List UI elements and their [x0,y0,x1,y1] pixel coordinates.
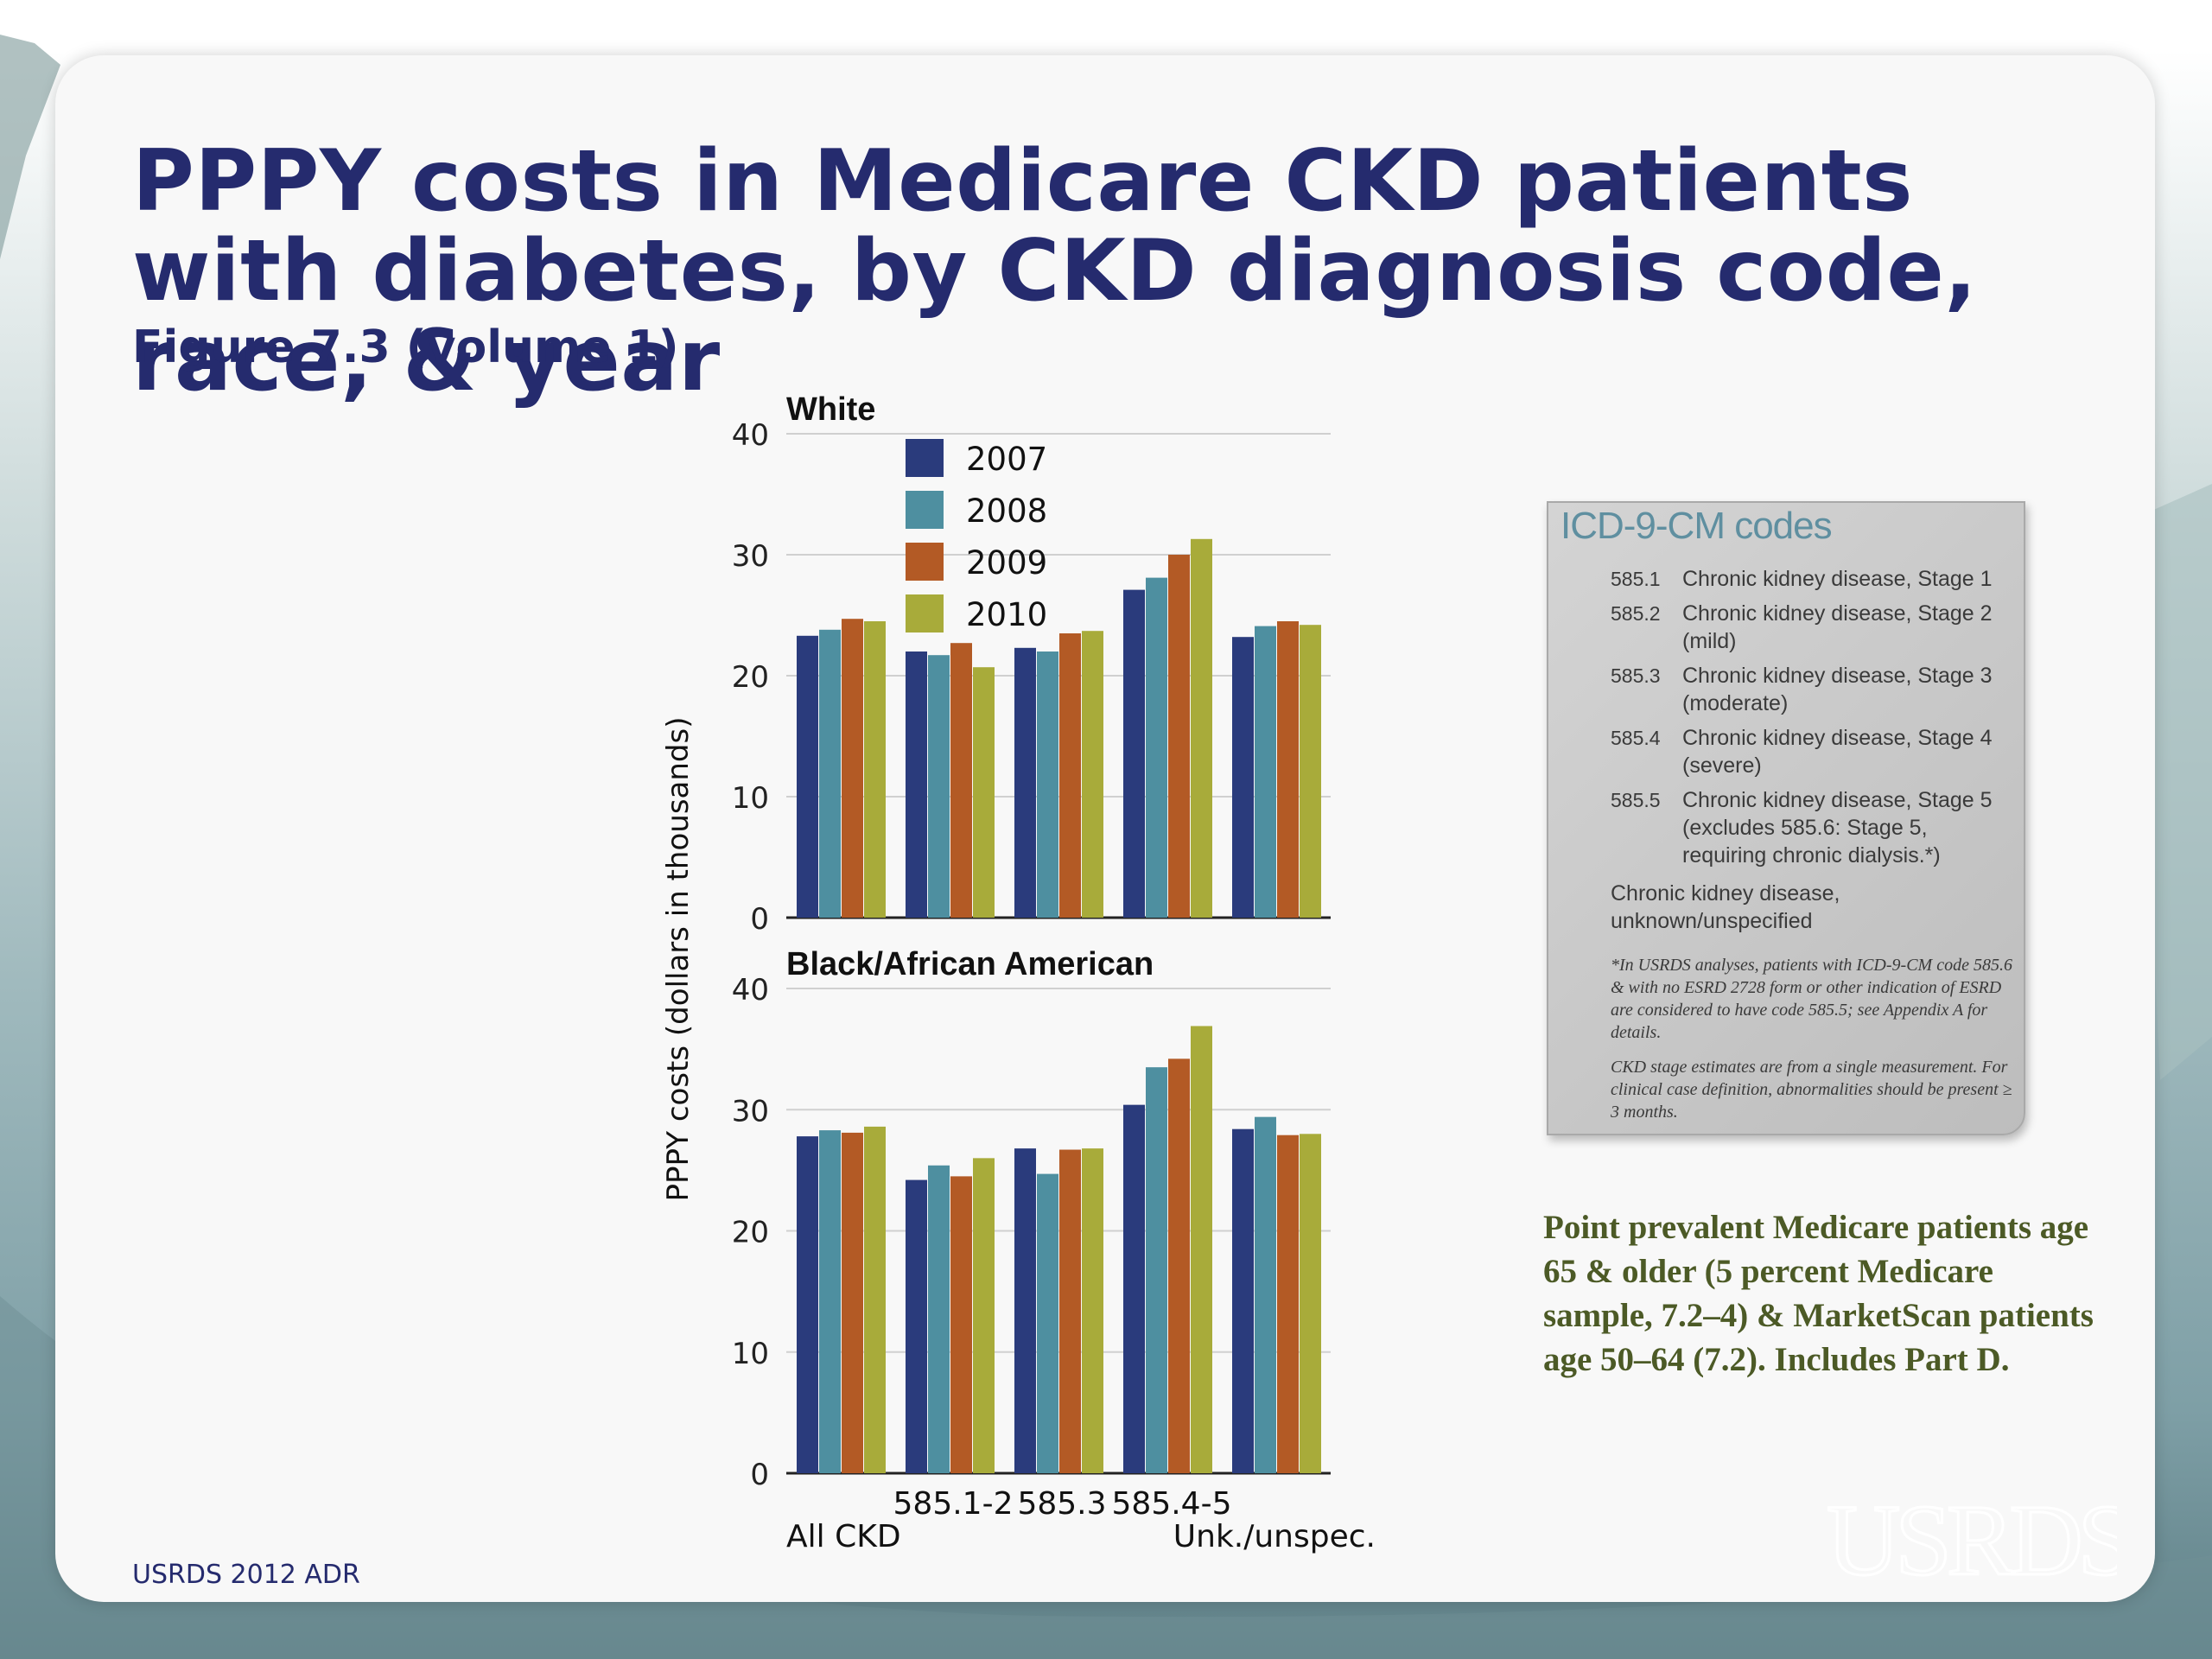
bar-2008 [1037,652,1058,918]
bar-2008 [819,1130,841,1473]
bar-2009 [950,1176,972,1473]
bar-2010 [1082,1148,1103,1473]
icd-stage-note: CKD stage estimates are from a single me… [1611,1058,2012,1122]
icd-desc: Chronic kidney disease, Stage 2 (mild) [1682,601,1993,653]
legend-label: 2010 [966,596,1047,633]
bar-2007 [1232,637,1254,918]
y-tick-label: 20 [732,660,769,695]
bar-2009 [1059,1149,1081,1473]
icd-code: 585.4 [1611,727,1661,749]
bar-2010 [973,1158,995,1473]
bar-2010 [1300,1134,1321,1473]
bar-2008 [1255,626,1276,918]
y-tick-label: 10 [732,781,769,816]
bar-2008 [1255,1116,1276,1473]
bar-2010 [1191,538,1212,918]
footer-source: USRDS 2012 ADR [132,1560,360,1590]
bar-2009 [1168,1058,1190,1473]
bar-2007 [1014,647,1036,918]
bar-2009 [950,643,972,918]
bar-2008 [1146,577,1167,918]
bar-2009 [1277,1135,1299,1473]
bar-2007 [797,1136,818,1473]
bar-2009 [1277,621,1299,918]
legend-swatch [906,543,944,581]
y-axis-label: PPPY costs (dollars in thousands) [661,717,696,1202]
population-note: Point prevalent Medicare patients age 65… [1543,1209,2094,1378]
icd-codes-box: ICD-9-CM codes 585.1 Chronic kidney dise… [1547,501,2025,1135]
bar-2008 [819,629,841,918]
y-tick-label: 0 [750,902,769,937]
icd-desc: Chronic kidney disease, Stage 4 (severe) [1682,726,1993,778]
bar-2010 [864,1126,886,1473]
slide-subtitle: Figure 7.3 (volume 1) [132,321,679,373]
x-category-label: 585.4-5 [1112,1486,1232,1522]
bar-2010 [973,667,995,918]
icd-code: 585.3 [1611,664,1661,687]
icd-footnote: *In USRDS analyses, patients with ICD-9-… [1611,956,2012,1042]
slide-title: PPPY costs in Medicare CKD patients with… [132,132,1978,410]
bar-2007 [797,635,818,918]
legend-label: 2008 [966,493,1047,530]
x-category-label: 585.3 [1017,1486,1106,1522]
x-category-label: 585.1-2 [893,1486,1014,1522]
bar-2010 [864,621,886,918]
bar-2007 [1232,1128,1254,1473]
y-tick-label: 30 [732,1094,769,1128]
bar-2008 [1037,1173,1058,1473]
icd-code: 585.2 [1611,602,1661,625]
panel-title: Black/African American [786,946,1154,982]
legend-swatch [906,491,944,529]
y-tick-label: 40 [732,973,769,1007]
y-tick-label: 20 [732,1216,769,1250]
icd-box-title: ICD-9-CM codes [1560,505,1833,547]
icd-desc: Chronic kidney disease, Stage 1 [1682,567,1993,591]
legend-swatch [906,439,944,477]
icd-desc: Chronic kidney disease, Stage 3 (moderat… [1682,664,1993,715]
x-category-label: Unk./unspec. [1173,1519,1376,1554]
y-tick-label: 30 [732,539,769,574]
bar-2009 [1168,555,1190,918]
y-tick-label: 10 [732,1337,769,1371]
icd-unspecified: Chronic kidney disease, unknown/unspecif… [1611,881,1840,933]
y-tick-label: 0 [750,1458,769,1492]
bar-2010 [1300,625,1321,918]
bar-2009 [842,1132,863,1473]
bar-2007 [906,652,927,918]
bar-2010 [1191,1026,1212,1473]
icd-desc: Chronic kidney disease, Stage 5 (exclude… [1682,788,1993,868]
usrds-logo: USRDS [1826,1483,2118,1599]
legend-label: 2007 [966,441,1047,478]
legend-label: 2009 [966,544,1047,582]
x-category-label: All CKD [786,1519,901,1554]
bar-2008 [928,1165,950,1473]
icd-code: 585.1 [1611,568,1661,590]
panel-title: White [786,391,875,428]
bar-2009 [1059,633,1081,918]
bar-2007 [1014,1148,1036,1473]
y-tick-label: 40 [732,418,769,453]
bar-2008 [928,655,950,918]
icd-code: 585.5 [1611,789,1661,811]
legend-swatch [906,594,944,632]
bar-2010 [1082,631,1103,918]
bar-2007 [906,1179,927,1473]
bar-2007 [1123,589,1145,918]
svg-text:USRDS: USRDS [1827,1484,2117,1597]
bar-2007 [1123,1104,1145,1473]
bar-2008 [1146,1067,1167,1473]
bar-2009 [842,619,863,918]
